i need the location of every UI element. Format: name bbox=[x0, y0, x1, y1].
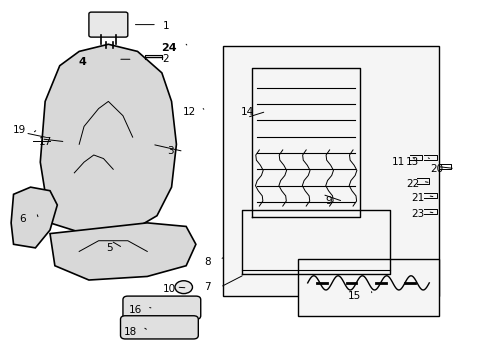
Bar bbox=[222, 46, 438, 296]
Text: 13: 13 bbox=[406, 157, 419, 167]
Text: 10: 10 bbox=[163, 284, 176, 294]
Text: 22: 22 bbox=[406, 179, 419, 189]
Polygon shape bbox=[50, 223, 196, 280]
Text: 24: 24 bbox=[161, 43, 176, 53]
Text: 2: 2 bbox=[162, 54, 169, 64]
Text: 5: 5 bbox=[106, 243, 113, 253]
Text: 23: 23 bbox=[410, 209, 424, 219]
Text: 3: 3 bbox=[167, 147, 174, 157]
Text: 11: 11 bbox=[391, 157, 404, 167]
Text: 1: 1 bbox=[162, 21, 169, 31]
Text: 4: 4 bbox=[79, 57, 86, 67]
Text: 19: 19 bbox=[12, 125, 26, 135]
FancyBboxPatch shape bbox=[122, 296, 201, 319]
Text: 15: 15 bbox=[347, 291, 361, 301]
Polygon shape bbox=[40, 44, 176, 234]
Text: 16: 16 bbox=[129, 305, 142, 315]
Text: 12: 12 bbox=[182, 107, 196, 117]
Text: 7: 7 bbox=[203, 282, 210, 292]
Polygon shape bbox=[11, 187, 57, 248]
Text: 20: 20 bbox=[430, 164, 443, 174]
Circle shape bbox=[175, 281, 192, 294]
FancyBboxPatch shape bbox=[89, 12, 127, 37]
Text: 17: 17 bbox=[39, 138, 52, 148]
Text: 6: 6 bbox=[19, 214, 26, 224]
Text: 21: 21 bbox=[410, 193, 424, 203]
Text: 18: 18 bbox=[124, 327, 137, 337]
Text: 9: 9 bbox=[325, 197, 331, 206]
Text: 8: 8 bbox=[203, 257, 210, 267]
Text: 14: 14 bbox=[241, 107, 254, 117]
Bar bbox=[297, 258, 438, 316]
FancyBboxPatch shape bbox=[120, 316, 198, 339]
